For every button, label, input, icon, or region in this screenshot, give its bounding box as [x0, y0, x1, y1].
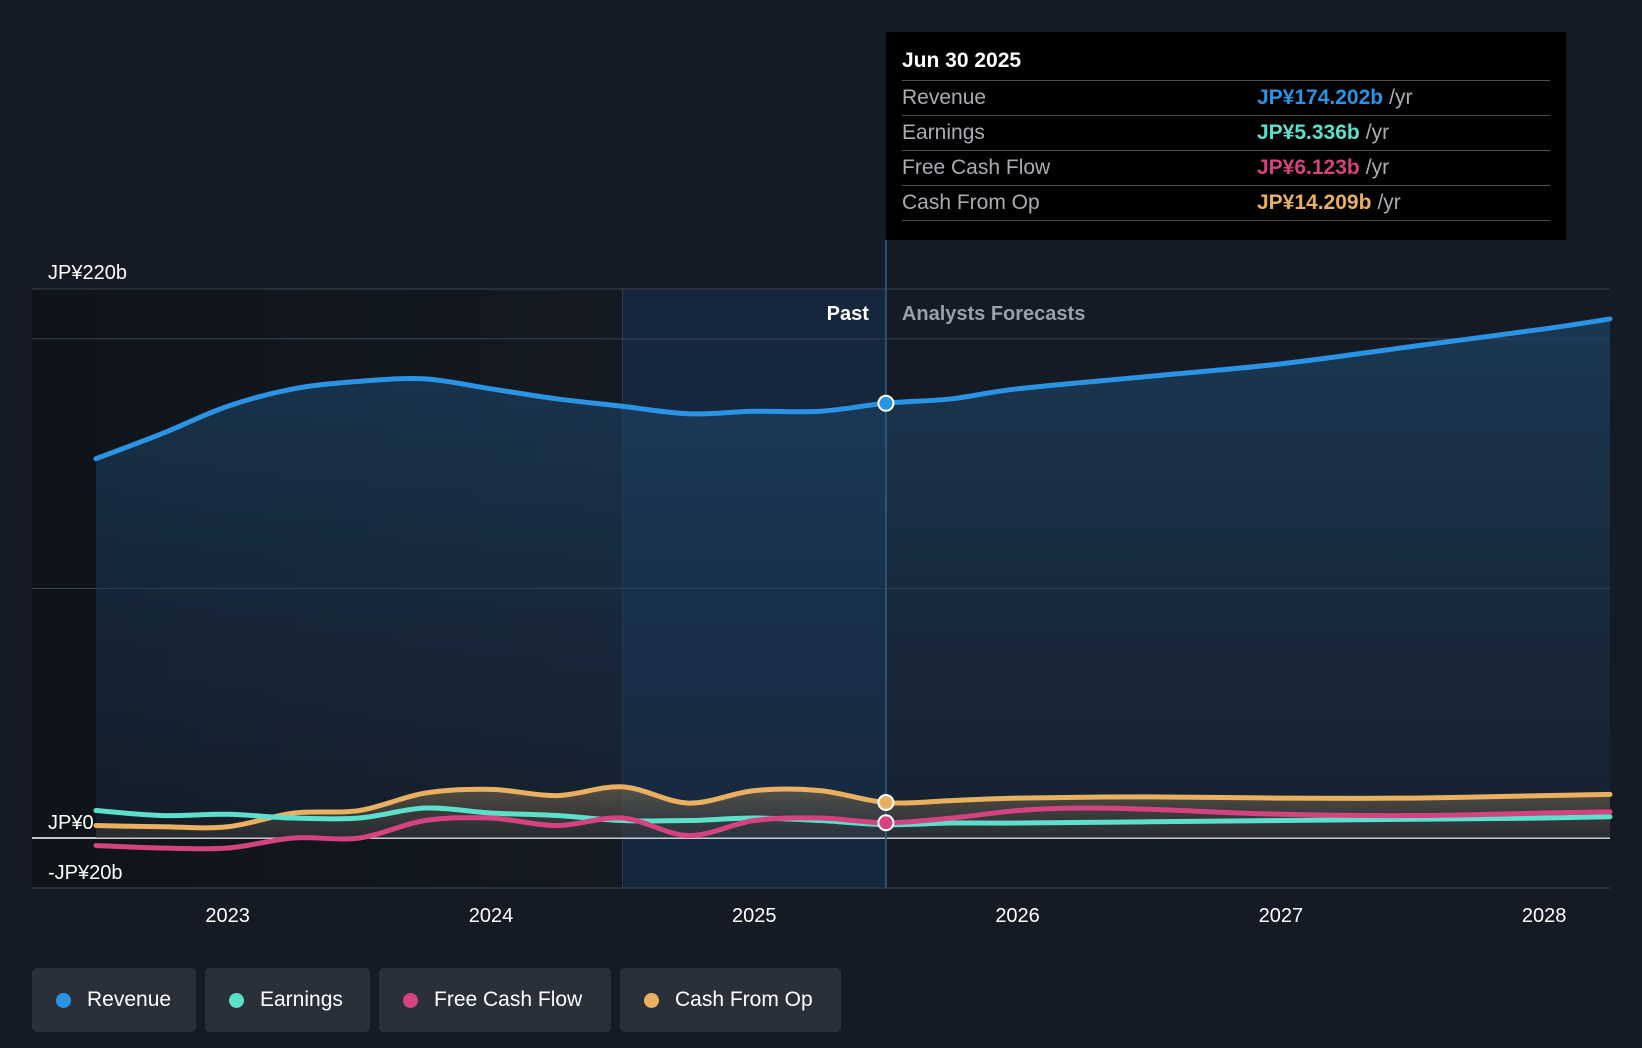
tooltip-label: Cash From Op [902, 191, 1040, 214]
tooltip-row-revenue: Revenue JP¥174.202b /yr [902, 81, 1550, 116]
tooltip-value: JP¥14.209b [1257, 191, 1372, 214]
free-cash-flow-dot-icon [403, 992, 418, 1008]
tooltip-label: Revenue [902, 86, 987, 109]
cash-from-op-line [93, 784, 1613, 831]
legend-label: Cash From Op [675, 988, 813, 1011]
x-tick-label: 2026 [995, 905, 1040, 927]
y-tick-label: JP¥0 [48, 812, 94, 834]
tooltip-row-free-cash-flow: Free Cash Flow JP¥6.123b /yr [902, 151, 1550, 186]
x-tick-label: 2024 [469, 905, 514, 927]
legend-item-earnings[interactable]: Earnings [205, 968, 370, 1032]
x-tick-label: 2027 [1259, 905, 1304, 927]
x-tick-label: 2025 [732, 905, 777, 927]
tooltip-label: Free Cash Flow [902, 156, 1051, 179]
earnings-dot-icon [229, 992, 244, 1008]
tooltip-row-cash-from-op: Cash From Op JP¥14.209b /yr [902, 186, 1550, 221]
tooltip-row-earnings: Earnings JP¥5.336b /yr [902, 116, 1550, 151]
legend-label: Revenue [87, 988, 172, 1011]
tooltip-value: JP¥174.202b [1257, 86, 1384, 109]
forecast-label: Analysts Forecasts [902, 303, 1085, 325]
tooltip-value: JP¥6.123b [1257, 156, 1360, 179]
legend-item-cash-from-op[interactable]: Cash From Op [620, 968, 841, 1032]
legend-label: Earnings [260, 988, 343, 1011]
x-tick-label: 2023 [205, 905, 250, 927]
revenue-dot-icon [56, 992, 71, 1008]
tooltip-value: JP¥5.336b [1257, 121, 1360, 144]
tooltip-unit: /yr [1389, 86, 1413, 109]
x-tick-label: 2028 [1522, 905, 1567, 927]
legend-item-free-cash-flow[interactable]: Free Cash Flow [379, 968, 611, 1032]
cash-from-op-dot-icon [644, 992, 659, 1008]
revenue-area [96, 318, 1610, 839]
tooltip-date: Jun 30 2025 [902, 46, 1550, 81]
revenue-line [93, 316, 1613, 462]
cash-from-op-marker [877, 794, 895, 812]
free-cash-flow-line [93, 805, 1613, 852]
revenue-marker [877, 394, 895, 412]
y-tick-label: -JP¥20b [48, 862, 123, 884]
legend: Revenue Earnings Free Cash Flow Cash Fro… [32, 968, 841, 1032]
past-label: Past [827, 303, 870, 325]
legend-label: Free Cash Flow [434, 988, 583, 1011]
tooltip: Jun 30 2025 Revenue JP¥174.202b /yr Earn… [886, 32, 1566, 240]
tooltip-unit: /yr [1377, 191, 1401, 214]
tooltip-unit: /yr [1365, 156, 1390, 179]
free-cash-flow-marker [877, 814, 895, 832]
tooltip-label: Earnings [902, 121, 985, 144]
y-tick-label: JP¥220b [48, 262, 127, 284]
tooltip-unit: /yr [1365, 121, 1390, 144]
legend-item-revenue[interactable]: Revenue [32, 968, 196, 1032]
